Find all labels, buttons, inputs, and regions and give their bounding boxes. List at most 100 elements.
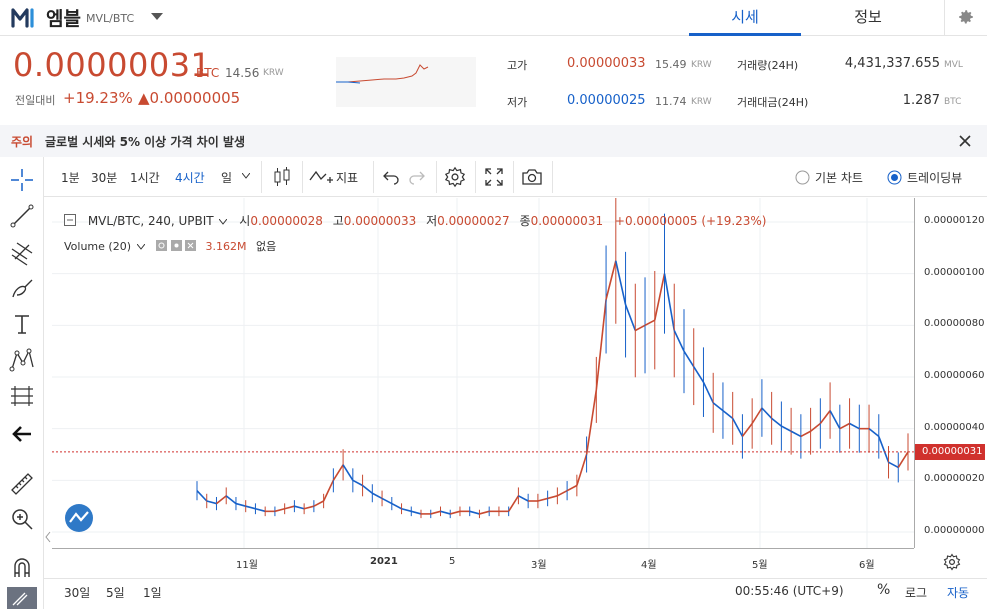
settings-button[interactable]	[944, 0, 987, 36]
prediction-icon[interactable]	[7, 381, 37, 411]
undo-icon[interactable]	[382, 168, 400, 186]
price-segment	[576, 454, 588, 486]
tab-price[interactable]: 시세	[689, 0, 801, 36]
tab-info[interactable]: 정보	[854, 8, 882, 26]
price-segment	[381, 497, 393, 505]
candle-type-icon[interactable]	[271, 166, 293, 188]
price-segment	[653, 273, 666, 321]
price-segment	[255, 507, 266, 513]
legend-symbol[interactable]: MVL/BTC, 240, UPBIT	[87, 214, 214, 228]
interval-4h[interactable]: 4시간	[175, 171, 205, 185]
draw-mode-icon[interactable]	[7, 587, 37, 609]
price-segment	[781, 425, 792, 432]
mini-sparkline	[336, 57, 476, 107]
price-segment	[693, 366, 705, 383]
range-5d[interactable]: 5일	[106, 586, 125, 600]
volume-value: 3.162M	[205, 240, 247, 253]
interval-dropdown-icon[interactable]	[242, 173, 250, 179]
clock-time[interactable]: 00:55:46 (UTC+9)	[735, 584, 844, 598]
time-axis[interactable]	[52, 548, 914, 578]
trend-line-icon[interactable]	[7, 201, 37, 231]
price-segment	[547, 495, 558, 500]
price-segment	[673, 330, 685, 352]
price-segment	[235, 502, 246, 507]
high-krw-unit: KRW	[691, 60, 712, 70]
price-krw-unit: KRW	[263, 68, 284, 78]
price-chart[interactable]	[52, 198, 914, 548]
low-value: 0.00000025	[567, 93, 646, 108]
interval-30m[interactable]: 30분	[91, 171, 118, 185]
magnet-icon[interactable]	[7, 553, 37, 583]
y-tick-label: 0.00000000	[924, 525, 985, 536]
range-1d[interactable]: 1일	[143, 586, 162, 600]
interval-day[interactable]: 일	[221, 171, 233, 185]
interval-1m[interactable]: 1분	[61, 171, 80, 185]
crosshair-icon[interactable]	[7, 165, 37, 195]
log-toggle[interactable]: 로그	[905, 586, 928, 600]
chart-settings-icon[interactable]	[444, 166, 466, 188]
price-segment	[819, 410, 831, 424]
legend-close-label: 종	[519, 214, 531, 228]
radio-tradingview[interactable]	[887, 170, 902, 185]
gear-icon	[959, 10, 973, 24]
ruler-icon[interactable]	[7, 469, 37, 499]
eye-icon[interactable]	[156, 240, 167, 251]
text-tool-icon[interactable]	[7, 309, 37, 339]
volume-label: 거래량(24H)	[737, 59, 799, 72]
volume-indicator-label[interactable]: Volume (20)	[64, 240, 131, 253]
volume-unit: MVL	[944, 60, 963, 70]
tradingview-label[interactable]: 트레이딩뷰	[907, 171, 963, 185]
brush-icon[interactable]	[7, 273, 37, 303]
price-segment	[225, 495, 237, 505]
coin-dropdown-icon[interactable]	[151, 13, 163, 20]
price-segment	[303, 505, 315, 510]
legend-close: 0.00000031	[530, 214, 604, 228]
price-segment	[897, 451, 909, 468]
indicator-settings-icon[interactable]	[170, 240, 182, 251]
price-unit: BTC	[196, 66, 220, 80]
price-segment	[663, 273, 676, 331]
camera-icon[interactable]	[521, 167, 543, 187]
legend-low: 0.00000027	[437, 214, 510, 228]
collapse-left-icon[interactable]	[44, 530, 52, 544]
interval-1h[interactable]: 1시간	[130, 171, 160, 185]
arrow-left-icon[interactable]	[7, 419, 37, 449]
legend-collapse-icon[interactable]	[64, 214, 76, 226]
redo-icon[interactable]	[408, 168, 426, 186]
price-segment	[371, 492, 383, 500]
price-segment	[888, 461, 899, 469]
price-segment	[751, 407, 763, 424]
price-segment	[556, 489, 568, 497]
price-segment	[479, 510, 490, 515]
auto-toggle[interactable]: 자동	[947, 586, 970, 600]
pattern-icon[interactable]	[7, 345, 37, 375]
low-label: 저가	[507, 96, 528, 109]
range-30d[interactable]: 30일	[64, 586, 91, 600]
basic-chart-label[interactable]: 기본 차트	[815, 171, 863, 185]
volume-dropdown-icon[interactable]	[136, 243, 145, 250]
indicator-remove-icon[interactable]	[185, 240, 196, 251]
price-segment	[771, 417, 782, 427]
x-tick-label: 5월	[752, 560, 768, 571]
price-axis[interactable]	[914, 198, 987, 548]
legend-high: 0.00000033	[343, 214, 417, 228]
amount-value: 1.287	[902, 93, 940, 108]
axis-settings-icon[interactable]	[943, 553, 961, 571]
fibonacci-icon[interactable]	[7, 237, 37, 267]
price-segment	[761, 407, 773, 419]
indicators-button[interactable]: 지표	[336, 171, 359, 185]
zoom-in-icon[interactable]	[7, 504, 37, 534]
indicators-icon[interactable]	[308, 166, 334, 188]
y-tick-label: 0.00000080	[924, 318, 985, 330]
high-krw: 15.49	[655, 58, 687, 71]
radio-basic-chart[interactable]	[795, 170, 810, 185]
bottom-bar: 30일 5일 1일 00:55:46 (UTC+9) % 로그 자동	[44, 578, 987, 609]
close-icon[interactable]	[957, 133, 973, 149]
price-segment	[644, 319, 656, 327]
price-segment	[595, 299, 607, 391]
percent-toggle[interactable]: %	[877, 582, 891, 598]
low-krw: 11.74	[655, 95, 687, 108]
fullscreen-icon[interactable]	[484, 167, 504, 187]
legend-dropdown-icon[interactable]	[219, 218, 228, 225]
price-segment	[313, 500, 324, 507]
